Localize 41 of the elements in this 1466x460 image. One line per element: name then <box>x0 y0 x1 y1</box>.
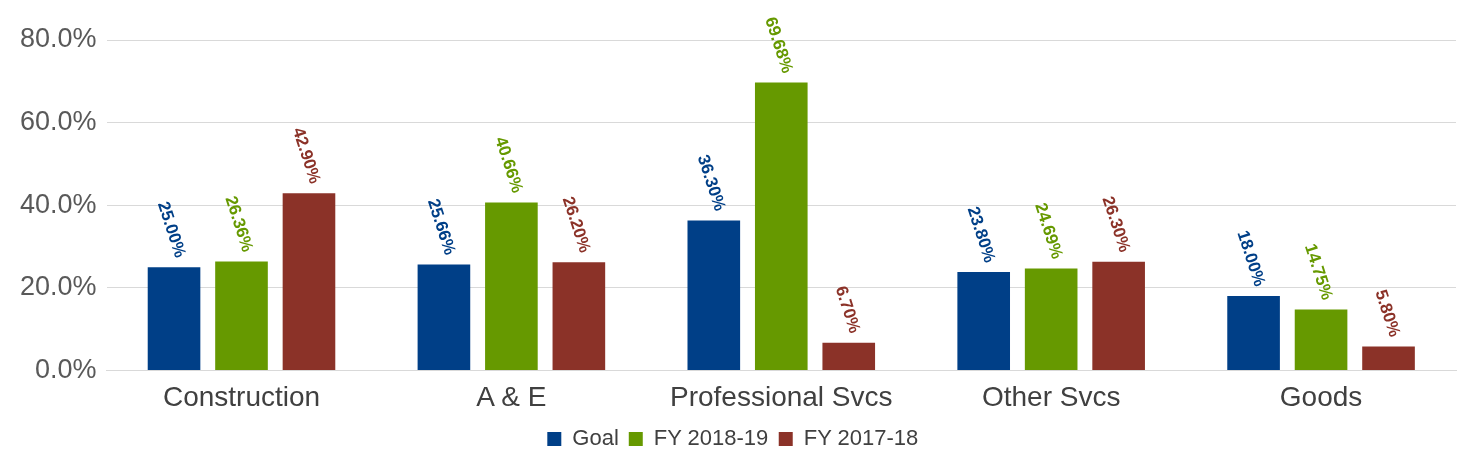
x-tick-label: Other Svcs <box>981 380 1121 412</box>
data-label: 6.70% <box>831 283 865 336</box>
data-label: 42.90% <box>288 125 325 186</box>
data-label: 40.66% <box>491 134 528 196</box>
data-label: 14.75% <box>1300 241 1337 303</box>
bar <box>417 264 471 370</box>
bar <box>1362 346 1415 370</box>
y-tick-label: 40.0% <box>19 188 97 219</box>
data-label: 26.20% <box>558 194 595 255</box>
x-tick-label: Construction <box>162 380 321 412</box>
x-tick-label: Goods <box>1279 380 1363 412</box>
x-tick-label: Professional Svcs <box>670 380 893 412</box>
data-label: 25.00% <box>153 199 190 260</box>
bar <box>1092 261 1145 370</box>
legend-label: FY 2018-19 <box>653 425 769 451</box>
bar <box>822 342 876 370</box>
y-tick-label: 60.0% <box>19 106 97 137</box>
data-label: 69.68% <box>761 14 798 76</box>
bar <box>687 220 741 370</box>
bar <box>1227 296 1280 370</box>
bar <box>957 272 1011 370</box>
bar <box>1024 268 1078 370</box>
data-label: 36.30% <box>693 152 730 214</box>
x-tick-label: A & E <box>476 380 547 412</box>
bar <box>552 262 606 370</box>
y-tick-label: 0.0% <box>35 353 97 384</box>
data-label: 5.80% <box>1371 287 1405 340</box>
bar <box>282 193 336 370</box>
y-tick-label: 80.0% <box>19 23 97 54</box>
bar <box>147 267 201 370</box>
data-label: 24.69% <box>1031 200 1067 262</box>
bar <box>1294 309 1348 370</box>
legend-label: Goal <box>572 425 619 451</box>
y-tick-label: 20.0% <box>19 271 97 302</box>
bar <box>215 261 268 370</box>
data-label: 26.36% <box>221 193 258 255</box>
data-label: 23.80% <box>963 204 1000 265</box>
legend-label: FY 2017-18 <box>803 425 919 451</box>
bar <box>485 202 538 370</box>
data-label: 25.66% <box>423 196 460 258</box>
bar <box>754 82 808 370</box>
